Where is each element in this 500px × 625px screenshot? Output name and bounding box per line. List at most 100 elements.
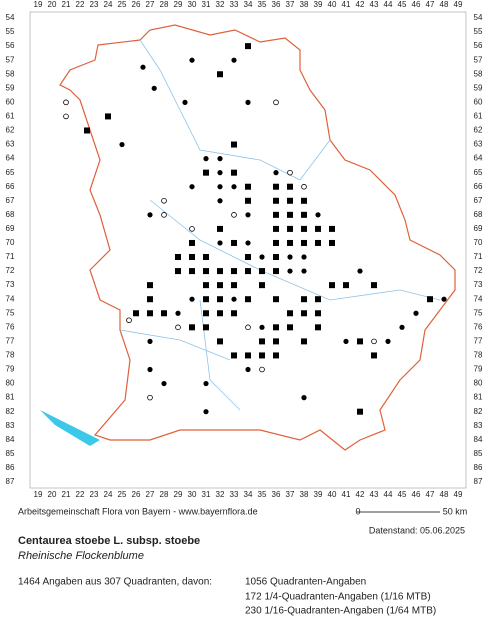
row-label: 82 — [474, 407, 483, 416]
column-label: 42 — [356, 0, 365, 9]
common-name: Rheinische Flockenblume — [18, 550, 144, 562]
column-label: 32 — [216, 490, 225, 499]
row-label: 77 — [6, 336, 15, 345]
quadrant-marker — [427, 296, 433, 303]
row-label: 55 — [474, 27, 483, 36]
row-label: 68 — [474, 210, 483, 219]
column-label: 27 — [146, 0, 155, 9]
date: Datenstand: 05.06.2025 — [369, 525, 465, 535]
quadrant-marker — [203, 310, 209, 317]
column-label: 37 — [286, 0, 295, 9]
quadrant-marker — [315, 225, 321, 232]
quadrant-marker — [217, 71, 223, 78]
quadrant-marker — [273, 324, 279, 331]
quadrant-marker — [301, 338, 307, 345]
quadrant-marker — [259, 352, 265, 359]
quadrant-marker — [231, 141, 237, 148]
row-label: 66 — [474, 182, 483, 191]
row-label: 57 — [474, 55, 483, 64]
sub-quadrant-marker — [315, 212, 321, 218]
quadrant-marker — [231, 352, 237, 359]
row-label: 84 — [6, 435, 15, 444]
quadrant-marker — [329, 282, 335, 289]
row-label: 80 — [474, 379, 483, 388]
row-label: 54 — [6, 13, 15, 22]
column-label: 31 — [202, 0, 211, 9]
quadrant-marker — [245, 43, 251, 50]
quadrant-marker — [273, 338, 279, 345]
column-label: 19 — [34, 0, 43, 9]
sub-quadrant-marker — [182, 99, 188, 105]
sub-quadrant-marker — [259, 324, 265, 330]
quadrant-marker — [315, 296, 321, 303]
quadrant-marker — [147, 310, 153, 317]
quadrant-marker — [301, 239, 307, 246]
column-label: 23 — [90, 490, 99, 499]
quadrant-marker — [217, 282, 223, 289]
quadrant-marker — [245, 197, 251, 204]
quadrant-marker — [273, 296, 279, 303]
column-label: 25 — [118, 490, 127, 499]
row-label: 56 — [474, 41, 483, 50]
row-label: 85 — [474, 449, 483, 458]
sub-quadrant-marker — [189, 296, 195, 302]
quadrant-marker — [203, 268, 209, 275]
sub-quadrant-marker — [343, 338, 349, 344]
row-label: 58 — [474, 69, 483, 78]
column-label: 48 — [440, 490, 449, 499]
open-marker — [147, 394, 153, 401]
sub-quadrant-marker — [147, 366, 153, 373]
state-border — [59, 24, 456, 451]
row-label: 77 — [474, 336, 483, 345]
row-label: 79 — [6, 365, 15, 374]
rivers — [119, 39, 441, 411]
quadrant-marker — [203, 296, 209, 303]
quadrant-marker — [301, 310, 307, 317]
quadrant-marker — [147, 282, 153, 289]
column-label: 30 — [188, 0, 197, 9]
row-label: 65 — [6, 168, 15, 177]
quadrant-marker — [189, 254, 195, 261]
sub-quadrant-marker — [140, 64, 146, 70]
sub-quadrant-marker — [273, 170, 279, 176]
row-label: 69 — [474, 224, 483, 233]
open-marker — [175, 324, 181, 331]
sub-quadrant-marker — [385, 338, 391, 344]
sub-quadrant-marker — [151, 85, 157, 91]
column-label: 22 — [76, 0, 85, 9]
column-label: 37 — [286, 490, 295, 499]
quadrant-marker — [301, 211, 307, 218]
row-label: 80 — [6, 379, 15, 388]
quadrant-marker — [287, 324, 293, 331]
quadrant-marker — [217, 225, 223, 232]
column-label: 40 — [328, 0, 337, 9]
sub-quadrant-marker — [217, 184, 223, 190]
quadrant-marker — [343, 282, 349, 289]
column-label: 22 — [76, 490, 85, 499]
row-label: 68 — [6, 210, 15, 219]
column-label: 30 — [188, 490, 197, 499]
quadrant-marker — [147, 296, 153, 303]
row-label: 70 — [6, 238, 15, 247]
detail: 172 1/4-Quadranten-Angaben (1/16 MTB) — [245, 592, 431, 603]
row-label: 63 — [474, 140, 483, 149]
sub-quadrant-marker — [217, 156, 223, 162]
summary: 1464 Angaben aus 307 Quadranten, davon: — [18, 577, 212, 588]
column-label: 29 — [174, 490, 183, 499]
row-label: 57 — [6, 55, 15, 64]
detail: 230 1/16-Quadranten-Angaben (1/64 MTB) — [245, 606, 436, 617]
row-label: 72 — [474, 266, 483, 275]
column-label: 26 — [132, 0, 141, 9]
quadrant-marker — [301, 197, 307, 204]
column-label: 24 — [104, 0, 113, 9]
row-label: 82 — [6, 407, 15, 416]
column-label: 45 — [398, 0, 407, 9]
quadrant-marker — [287, 225, 293, 232]
row-label: 72 — [6, 266, 15, 275]
sub-quadrant-marker — [147, 212, 153, 218]
column-label: 20 — [48, 0, 57, 9]
sub-quadrant-marker — [147, 338, 153, 344]
quadrant-marker — [189, 324, 195, 331]
quadrant-marker — [259, 338, 265, 345]
